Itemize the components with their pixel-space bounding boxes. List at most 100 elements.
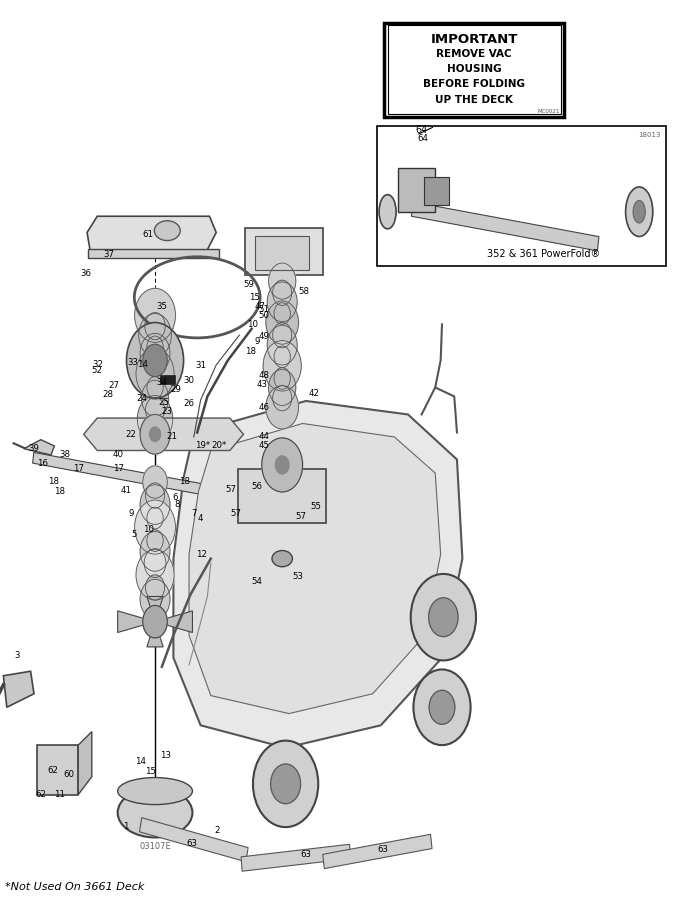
Circle shape — [275, 456, 289, 474]
Text: 7: 7 — [191, 509, 197, 518]
Text: 9: 9 — [254, 337, 260, 346]
Text: 63: 63 — [186, 839, 197, 848]
Circle shape — [135, 500, 175, 554]
Text: 18: 18 — [245, 347, 256, 356]
Text: HOUSING: HOUSING — [447, 64, 502, 74]
Text: 18: 18 — [54, 487, 65, 496]
Circle shape — [262, 438, 303, 492]
Text: 10: 10 — [143, 525, 154, 534]
Circle shape — [140, 579, 170, 619]
Bar — [33, 452, 276, 508]
Circle shape — [140, 414, 170, 454]
Text: 15: 15 — [146, 767, 156, 776]
Text: 28: 28 — [102, 390, 113, 399]
Circle shape — [274, 303, 290, 324]
Text: *Not Used On 3661 Deck: *Not Used On 3661 Deck — [5, 882, 145, 892]
FancyBboxPatch shape — [238, 469, 326, 523]
Circle shape — [253, 741, 318, 827]
Text: 36: 36 — [81, 269, 92, 278]
Text: REMOVE VAC: REMOVE VAC — [437, 49, 512, 59]
Text: UP THE DECK: UP THE DECK — [435, 95, 513, 105]
Text: 31: 31 — [195, 361, 206, 370]
Circle shape — [266, 386, 299, 429]
Polygon shape — [147, 622, 163, 647]
Text: 55: 55 — [311, 502, 322, 511]
Text: 47: 47 — [254, 302, 265, 311]
Ellipse shape — [626, 187, 653, 237]
Text: 30: 30 — [184, 376, 194, 385]
Circle shape — [147, 507, 163, 529]
Text: 63: 63 — [301, 850, 311, 859]
Polygon shape — [241, 844, 350, 871]
Ellipse shape — [379, 195, 396, 229]
Text: 54: 54 — [252, 577, 262, 586]
Text: 14: 14 — [135, 757, 146, 766]
Circle shape — [267, 282, 297, 322]
Text: 26: 26 — [184, 399, 194, 408]
Circle shape — [273, 280, 292, 305]
Text: 27: 27 — [109, 381, 120, 390]
Text: 14: 14 — [137, 359, 148, 369]
Bar — [255, 236, 309, 270]
Text: 13: 13 — [160, 751, 171, 760]
Text: 21: 21 — [167, 432, 177, 441]
FancyBboxPatch shape — [424, 177, 449, 205]
Text: 63: 63 — [377, 845, 388, 854]
Text: 3: 3 — [14, 651, 20, 660]
Text: 45: 45 — [258, 441, 269, 450]
Circle shape — [411, 574, 476, 660]
FancyBboxPatch shape — [398, 168, 435, 212]
Text: 24: 24 — [136, 394, 147, 403]
Polygon shape — [78, 732, 92, 795]
Circle shape — [136, 349, 174, 399]
Bar — [377, 126, 666, 266]
Circle shape — [274, 346, 290, 368]
Ellipse shape — [633, 201, 645, 223]
Circle shape — [146, 397, 165, 423]
Text: 5: 5 — [132, 530, 137, 539]
Text: 35: 35 — [156, 302, 167, 311]
Polygon shape — [323, 834, 432, 869]
Text: 11: 11 — [54, 790, 65, 799]
Text: 64: 64 — [415, 125, 428, 135]
Ellipse shape — [118, 778, 192, 805]
Bar — [88, 249, 219, 258]
Text: 40: 40 — [113, 450, 124, 459]
Text: 33: 33 — [127, 358, 138, 367]
Circle shape — [147, 530, 163, 551]
Text: 352 & 361 PowerFold®: 352 & 361 PowerFold® — [487, 249, 600, 259]
Circle shape — [145, 313, 165, 340]
Text: 52: 52 — [91, 366, 102, 375]
Text: 57: 57 — [226, 485, 237, 494]
Text: 50: 50 — [258, 311, 269, 320]
Circle shape — [273, 386, 292, 411]
Text: 51: 51 — [258, 305, 269, 314]
Circle shape — [137, 396, 173, 442]
Text: 18: 18 — [180, 477, 190, 486]
Circle shape — [271, 764, 301, 804]
Circle shape — [274, 368, 290, 389]
Bar — [411, 202, 599, 250]
Bar — [160, 375, 175, 384]
Text: 15: 15 — [250, 293, 260, 302]
Text: 53: 53 — [292, 572, 303, 581]
Circle shape — [273, 323, 292, 348]
Text: 56: 56 — [252, 482, 262, 491]
Text: 41: 41 — [121, 486, 132, 495]
Circle shape — [263, 341, 301, 391]
Polygon shape — [87, 216, 216, 252]
Polygon shape — [118, 611, 155, 633]
Text: 32: 32 — [92, 359, 103, 369]
Text: BEFORE FOLDING: BEFORE FOLDING — [423, 79, 525, 89]
Text: 46: 46 — [258, 403, 269, 412]
Text: 60: 60 — [64, 770, 75, 779]
Text: 19*: 19* — [195, 441, 210, 450]
Text: 38: 38 — [59, 450, 70, 459]
Polygon shape — [139, 818, 248, 861]
Text: 34: 34 — [156, 378, 167, 387]
Circle shape — [146, 351, 165, 377]
Text: MC0021: MC0021 — [538, 108, 560, 114]
Text: 12: 12 — [197, 550, 207, 559]
FancyBboxPatch shape — [245, 228, 323, 275]
Text: 1: 1 — [123, 822, 129, 831]
